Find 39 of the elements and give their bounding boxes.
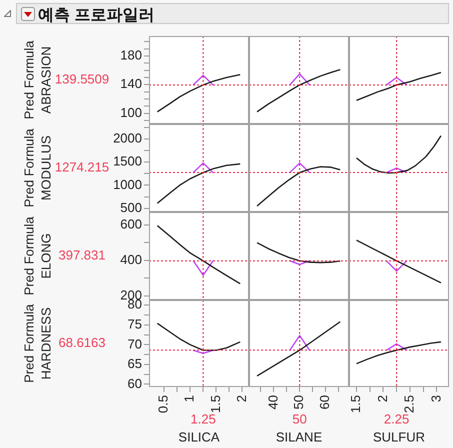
text: 50 — [292, 412, 307, 427]
y-axis-title: Pred Formula HARDNESS — [22, 303, 54, 383]
text: 2.25 — [384, 412, 410, 427]
y-tick-label: 100 — [120, 104, 142, 120]
y-tick-label: 70 — [128, 336, 142, 352]
text: 1274.215 — [54, 160, 110, 175]
x-tick-label: 1 — [182, 395, 197, 402]
text: 1.25 — [190, 412, 216, 427]
y-tick-label: 500 — [120, 200, 142, 215]
x-tick-label: 40 — [265, 395, 280, 410]
y-tick-label: 140 — [120, 76, 142, 92]
y-tick-label: 75 — [128, 316, 142, 332]
x-tick-label: 2.5 — [402, 395, 417, 414]
x-tick-label: 1.5 — [208, 395, 223, 414]
y-tick-label: 1500 — [113, 154, 142, 169]
x-tick-label: 3 — [428, 395, 444, 402]
x-axis-title: SILANE — [276, 430, 322, 445]
x-axis-title: SILICA — [178, 430, 220, 445]
text: 68.6163 — [58, 335, 106, 350]
y-axis-title: Pred Formula ABRASION — [22, 40, 54, 120]
x-tick-label: 50 — [291, 395, 306, 410]
y-tick-label: 65 — [128, 356, 142, 372]
x-tick-label: 60 — [317, 395, 332, 410]
y-tick-label: 600 — [120, 216, 142, 232]
x-axis-title: SULFUR — [372, 430, 426, 445]
x-tick-label: 2 — [374, 395, 390, 402]
y-axis-title: Pred Formula ELONG — [22, 216, 54, 296]
y-tick-label: 60 — [128, 376, 142, 391]
y-tick-label: 180 — [120, 48, 142, 63]
y-tick-label: 1000 — [113, 176, 142, 192]
y-tick-label: 2000 — [113, 130, 142, 146]
text: 139.5509 — [54, 72, 110, 87]
text: 397.831 — [58, 248, 106, 263]
x-tick-label: 2 — [234, 395, 249, 402]
x-tick-label: 0.5 — [156, 395, 171, 414]
y-tick-label: 400 — [120, 252, 142, 268]
x-tick-label: 1.5 — [348, 395, 364, 414]
chart-title: 예측 프로파일러 — [38, 6, 154, 26]
y-axis-title: Pred Formula MODULUS — [22, 128, 54, 208]
